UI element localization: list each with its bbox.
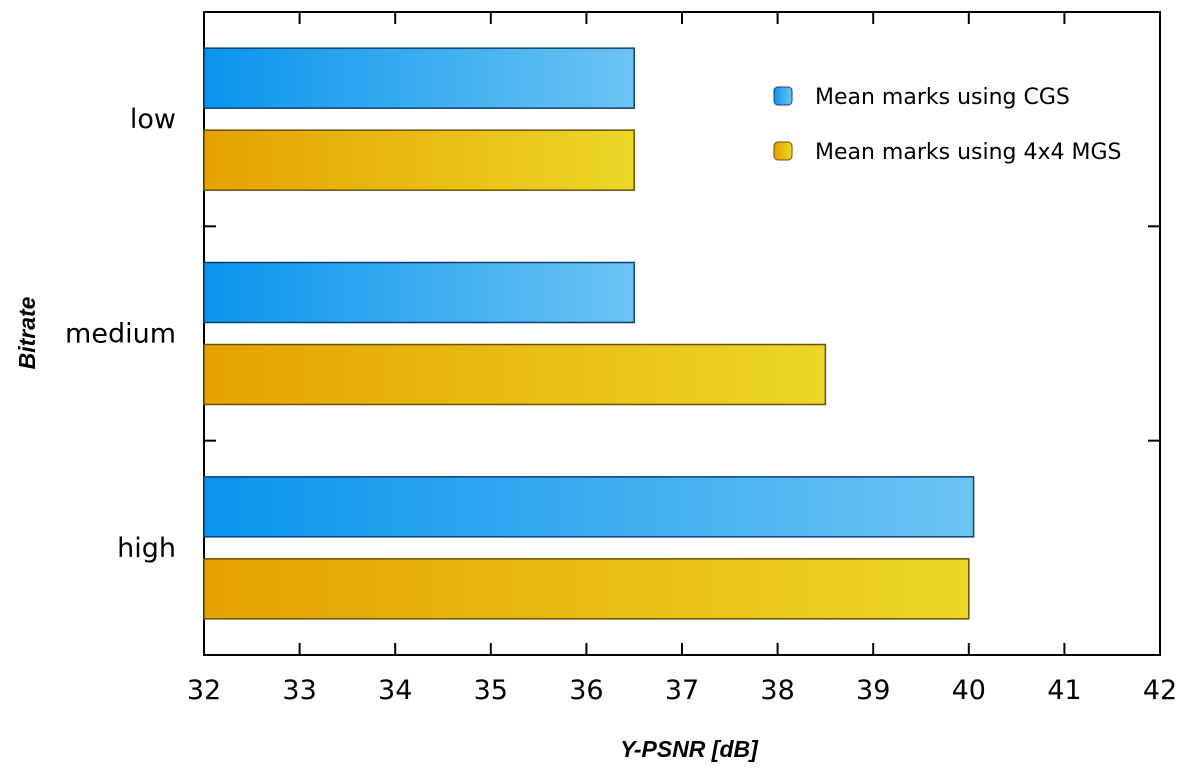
x-axis-title: Y-PSNR [dB] [620, 736, 759, 762]
bar-mgs-low [203, 129, 635, 191]
legend-label-cgs: Mean marks using CGS [815, 85, 1070, 110]
y-axis-title: Bitrate [14, 296, 40, 369]
legend-swatch-mgs [773, 141, 793, 161]
bar-mgs-high [203, 558, 970, 620]
bar-cgs-high [203, 476, 975, 538]
x-tick-label-40: 40 [952, 675, 986, 706]
x-tick-label-32: 32 [187, 675, 221, 706]
x-tick-label-37: 37 [665, 675, 699, 706]
y-tick-label-high: high [117, 533, 176, 564]
x-tick-label-42: 42 [1143, 675, 1177, 706]
x-tick-label-33: 33 [282, 675, 316, 706]
y-tick-label-low: low [130, 104, 176, 135]
bar-mgs-medium [203, 343, 827, 406]
x-tick-label-35: 35 [474, 675, 508, 706]
x-tick-label-38: 38 [760, 675, 794, 706]
legend-label-mgs: Mean marks using 4x4 MGS [815, 140, 1122, 165]
x-tick-label-34: 34 [378, 675, 412, 706]
legend: Mean marks using CGS Mean marks using 4x4… [773, 85, 1122, 165]
y-tick-label-medium: medium [65, 319, 176, 350]
x-tick-label-39: 39 [856, 675, 890, 706]
x-tick-label-36: 36 [569, 675, 603, 706]
legend-swatch-cgs [773, 86, 793, 106]
x-tick-label-41: 41 [1047, 675, 1081, 706]
bar-cgs-low [203, 47, 635, 109]
bar-cgs-medium [203, 261, 635, 324]
